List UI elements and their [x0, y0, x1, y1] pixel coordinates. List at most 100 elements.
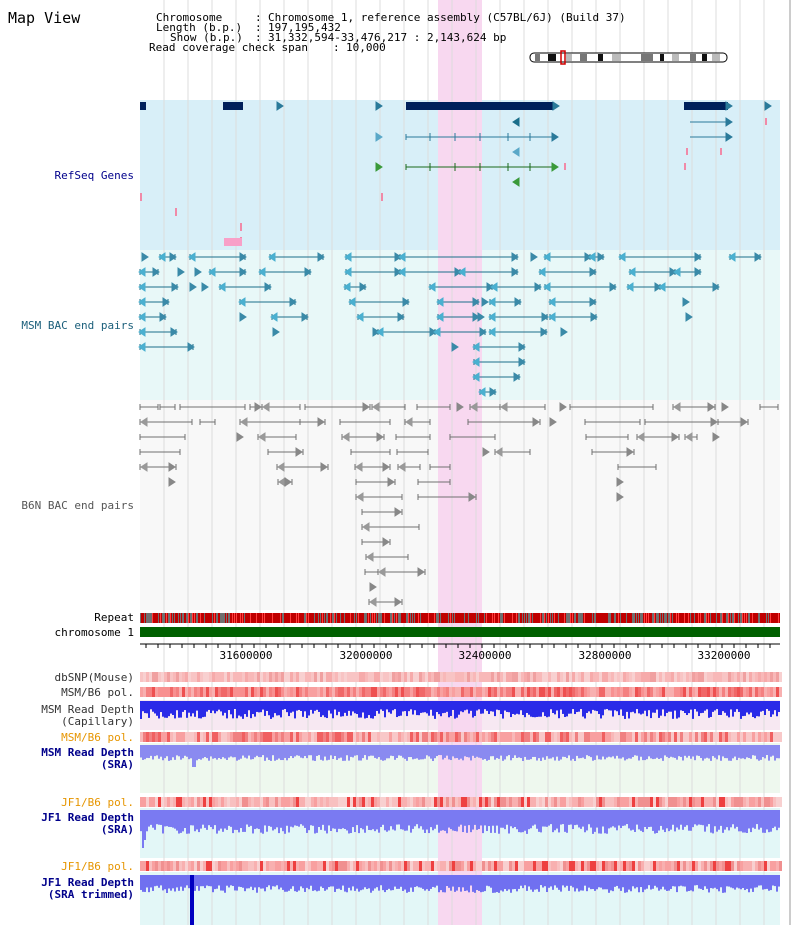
msm-bac-end — [187, 342, 195, 352]
repeat-mark — [684, 613, 685, 623]
jf1-sra-depth-bar — [610, 810, 612, 828]
jf1-sra-depth-bar — [326, 810, 328, 834]
msm-pol-cell — [770, 732, 773, 742]
repeat-mark — [434, 613, 435, 623]
msm-pol-cell — [428, 732, 431, 742]
dbsnp-cell — [761, 672, 764, 682]
repeat-mark — [306, 613, 307, 623]
jf1-sra-depth-bar — [298, 810, 300, 827]
chromosome-ideogram[interactable] — [529, 50, 728, 65]
jf1-sra-depth-bar — [352, 810, 354, 828]
jf1-pol-cell — [764, 797, 767, 807]
gene-mark — [240, 223, 242, 231]
msm-pol-cell — [437, 732, 440, 742]
jf1-pol-cell — [743, 861, 746, 871]
msm-pol-cell — [458, 687, 461, 697]
msm-cap-depth-bar — [308, 701, 310, 716]
msm-pol-cell — [566, 732, 569, 742]
repeat-mark — [368, 613, 369, 623]
msm-bac-label[interactable]: MSM BAC end pairs — [21, 319, 134, 332]
msm-pol-cell — [350, 732, 353, 742]
jf1-pol-cell — [497, 797, 500, 807]
msm-bac-end — [189, 282, 197, 292]
jf1-pol-cell — [593, 797, 596, 807]
repeat-mark — [564, 613, 565, 623]
msm-sra-depth-bar — [616, 745, 618, 756]
jf1-sra-depth-bar — [216, 810, 218, 834]
b6n-bac-features[interactable] — [139, 402, 779, 607]
dbsnp-cell — [371, 672, 374, 682]
b6n-bac-end — [470, 402, 478, 412]
jf1-sra-depth-bar — [256, 810, 258, 829]
repeat-mark — [726, 613, 728, 623]
jf1-trim-depth-bar — [696, 875, 698, 886]
chromosome-label: Chromosome — [156, 11, 222, 24]
msm-sra-depth-bar — [248, 745, 250, 756]
msm-pol-cell — [572, 732, 575, 742]
repeat-mark — [298, 613, 299, 623]
msm-cap-depth-bar — [146, 701, 148, 714]
msm-bac-end — [344, 252, 352, 262]
repeat-mark — [436, 613, 438, 623]
repeat-mark — [594, 613, 596, 623]
b6n-bac-label[interactable]: B6N BAC end pairs — [21, 499, 134, 512]
jf1-pol-cell — [494, 861, 497, 871]
dbsnp-cell — [665, 672, 668, 682]
jf1-trim-depth-bar — [222, 875, 224, 891]
b6n-bac-end — [366, 552, 374, 562]
msm-sra-depth-bar — [178, 745, 180, 757]
jf1-pol-cell — [560, 797, 563, 807]
msm-cap-depth-bar — [336, 701, 338, 716]
msm-cap-depth-bar — [604, 701, 606, 710]
msm-bac-end — [543, 252, 551, 262]
jf1-pol-cell — [605, 861, 608, 871]
jf1-pol-cell — [647, 797, 650, 807]
msm-sra-depth-bar — [448, 745, 450, 760]
msm-pol-cell — [383, 732, 386, 742]
repeat-mark — [296, 613, 297, 623]
length-sep: : — [255, 21, 262, 34]
repeat-mark — [150, 613, 152, 623]
msm-pol-cell — [539, 687, 542, 697]
msm-pol-cell — [323, 732, 326, 742]
msm-cap-depth-bar — [208, 701, 210, 710]
msm-bac-end — [481, 297, 489, 307]
feature-arrow — [725, 101, 733, 111]
msm-sra-depth-bar — [686, 745, 688, 758]
b6n-bac-end — [394, 597, 402, 607]
jf1-sra-depth-bar — [734, 810, 736, 829]
msm-bac-features[interactable] — [138, 252, 762, 397]
repeat-mark — [746, 613, 747, 623]
jf1-pol-cell — [335, 797, 338, 807]
refseq-genes-label[interactable]: RefSeq Genes — [55, 169, 134, 182]
jf1-pol-cell — [344, 861, 347, 871]
refseq-gene-features[interactable] — [140, 101, 772, 246]
repeat-mark — [398, 613, 400, 623]
msm-sra-depth-bar — [594, 745, 596, 760]
jf1-pol-cell — [680, 797, 683, 807]
msm-sra-depth-bar — [590, 745, 592, 758]
jf1-trim-depth-bar — [662, 875, 664, 887]
jf1-sra-depth-bar — [444, 810, 446, 831]
msm-sra-depth-bar — [726, 745, 728, 759]
jf1-trim-depth-bar — [558, 875, 560, 890]
b6n-bac-end — [372, 402, 380, 412]
jf1-sra-depth-bar — [142, 810, 144, 848]
msm-cap-depth-bar — [518, 701, 520, 715]
selected-region-highlight[interactable] — [438, 0, 482, 925]
jf1-pol-cell — [389, 861, 392, 871]
jf1-sra-depth-bar — [624, 810, 626, 826]
msm-pol-cell — [449, 687, 452, 697]
msm-sra-depth-bar — [442, 745, 444, 760]
jf1-pol-cell — [692, 861, 695, 871]
jf1-sra-depth-bar — [266, 810, 268, 832]
msm-cap-depth-bar — [662, 701, 664, 710]
msm-pol-cell — [176, 732, 179, 742]
jf1-pol-cell — [188, 797, 191, 807]
jf1-sra-depth-bar — [254, 810, 256, 830]
msm-pol-cell — [515, 687, 518, 697]
jf1-pol-cell — [422, 861, 425, 871]
msm-cap-depth-bar — [762, 701, 764, 711]
jf1-sra-depth-bar — [568, 810, 570, 825]
